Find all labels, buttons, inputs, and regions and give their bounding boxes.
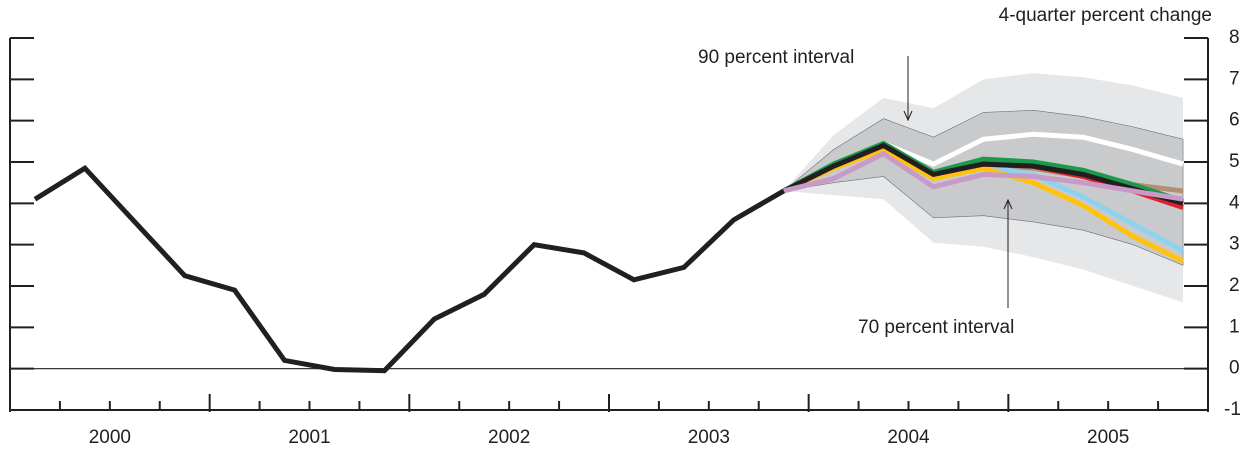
y-tick-label: 0 [1229, 358, 1240, 379]
x-tick-label: 2001 [288, 427, 330, 448]
annotation: 90 percent interval [698, 47, 854, 68]
x-tick-label: 2004 [887, 427, 930, 448]
x-tick-label: 2002 [488, 427, 530, 448]
annotation: 70 percent interval [858, 317, 1014, 338]
series-line [782, 146, 1185, 264]
y-tick-label: -1 [1224, 399, 1241, 420]
series-line [782, 142, 1184, 206]
x-tick-label: 2005 [1087, 427, 1129, 448]
y-tick-label: 6 [1229, 110, 1240, 131]
series-line [783, 150, 1184, 202]
y-axis-label: 4-quarter percent change [999, 5, 1212, 26]
arrow-head [1003, 198, 1013, 210]
arrow-head [903, 110, 913, 122]
y-tick-label: 4 [1229, 192, 1240, 213]
y-tick-label: 2 [1229, 275, 1240, 296]
series-line [33, 164, 785, 374]
y-tick-label: 8 [1229, 27, 1240, 48]
y-tick-label: 3 [1229, 234, 1240, 255]
y-tick-label: 5 [1229, 151, 1240, 172]
y-tick-label: 7 [1229, 68, 1240, 89]
x-tick-label: 2003 [688, 427, 730, 448]
x-tick-label: 2000 [89, 427, 131, 448]
y-tick-label: 1 [1229, 316, 1240, 337]
